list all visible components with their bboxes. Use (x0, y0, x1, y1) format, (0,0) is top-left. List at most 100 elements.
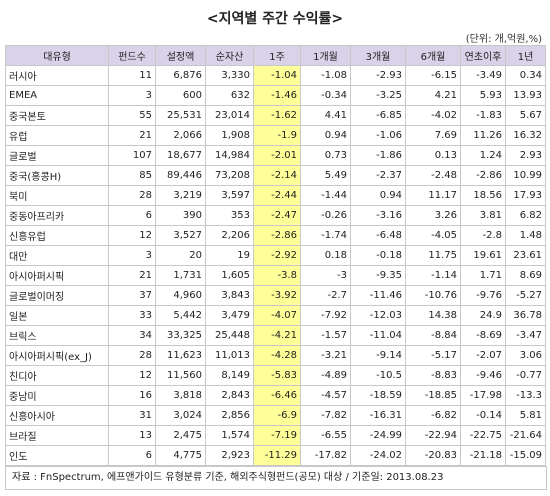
value-cell: 8,149 (205, 365, 254, 386)
value-cell: -2.8 (460, 225, 506, 246)
value-cell: -0.14 (460, 405, 506, 426)
value-cell: 4.21 (405, 85, 461, 106)
value-cell: 12 (108, 225, 156, 246)
value-cell: -4.57 (300, 385, 351, 406)
value-cell: -9.76 (460, 285, 506, 306)
value-cell: 8.69 (505, 265, 546, 286)
value-cell: 353 (205, 205, 254, 226)
region-cell: 중국본토 (5, 105, 109, 126)
value-cell: 23,014 (205, 105, 254, 126)
value-cell: 13 (108, 425, 156, 446)
value-cell: -21.18 (460, 445, 506, 466)
value-cell: 5.81 (505, 405, 546, 426)
header-cell: 1년 (505, 45, 546, 66)
value-cell: 18,677 (155, 145, 206, 166)
value-cell: 11.75 (405, 245, 461, 266)
region-cell: 대만 (5, 245, 109, 266)
value-cell: 1.71 (460, 265, 506, 286)
region-cell: 중국(홍콩H) (5, 165, 109, 186)
value-cell: 10.99 (505, 165, 546, 186)
region-cell: 중남미 (5, 385, 109, 406)
value-cell: -7.92 (300, 305, 351, 326)
value-cell: 6 (108, 445, 156, 466)
value-cell: -1.86 (350, 145, 406, 166)
value-cell: 37 (108, 285, 156, 306)
value-cell: 3 (108, 85, 156, 106)
value-cell: 73,208 (205, 165, 254, 186)
value-cell: 6,876 (155, 65, 206, 86)
value-cell: -6.46 (253, 385, 301, 406)
value-cell: 11.17 (405, 185, 461, 206)
header-cell: 펀드수 (108, 45, 156, 66)
value-cell: 2,843 (205, 385, 254, 406)
value-cell: 6 (108, 205, 156, 226)
value-cell: -2.7 (300, 285, 351, 306)
value-cell: 2,856 (205, 405, 254, 426)
value-cell: -16.31 (350, 405, 406, 426)
value-cell: -2.86 (460, 165, 506, 186)
value-cell: -3.47 (505, 325, 546, 346)
header-cell: 6개월 (405, 45, 461, 66)
header-cell: 1개월 (300, 45, 351, 66)
value-cell: 33,325 (155, 325, 206, 346)
value-cell: -2.14 (253, 165, 301, 186)
region-cell: 북미 (5, 185, 109, 206)
unit-note: (단위: 개,억원,%) (465, 34, 542, 45)
value-cell: -1.46 (253, 85, 301, 106)
value-cell: 2.93 (505, 145, 546, 166)
region-cell: 일본 (5, 305, 109, 326)
region-cell: 브라질 (5, 425, 109, 446)
value-cell: -4.05 (405, 225, 461, 246)
value-cell: -3.21 (300, 345, 351, 366)
value-cell: 5,442 (155, 305, 206, 326)
value-cell: -20.83 (405, 445, 461, 466)
table-row: 신흥유럽 12 3,527 2,206 -2.86 -1.74 -6.48 -4.05 -2.8… (5, 225, 546, 246)
value-cell: 11,013 (205, 345, 254, 366)
table-row: 북미 28 3,219 3,597 -2.44 -1.44 0.94 11.17 18.56 17… (5, 185, 546, 206)
value-cell: -2.47 (253, 205, 301, 226)
value-cell: 0.94 (300, 125, 351, 146)
header-cell: 설정액 (155, 45, 206, 66)
header-cell: 순자산 (205, 45, 254, 66)
value-cell: 3,843 (205, 285, 254, 306)
value-cell: -24.02 (350, 445, 406, 466)
value-cell: 3,479 (205, 305, 254, 326)
value-cell: 1,731 (155, 265, 206, 286)
table-row: 신흥아시아 31 3,024 2,856 -6.9 -7.82 -16.31 -6.82 -0.… (5, 405, 546, 426)
value-cell: -9.35 (350, 265, 406, 286)
region-cell: 아시아퍼시픽(ex_J) (5, 345, 109, 366)
value-cell: 0.34 (505, 65, 546, 86)
region-cell: 신흥아시아 (5, 405, 109, 426)
title: <지역별 주간 수익률> (206, 11, 344, 27)
region-cell: 친디아 (5, 365, 109, 386)
value-cell: 2,923 (205, 445, 254, 466)
value-cell: 0.73 (300, 145, 351, 166)
header-cell: 연초이후 (460, 45, 506, 66)
value-cell: 12 (108, 365, 156, 386)
value-cell: -1.04 (253, 65, 301, 86)
value-cell: 3.81 (460, 205, 506, 226)
value-cell: -3.49 (460, 65, 506, 86)
value-cell: 3 (108, 245, 156, 266)
value-cell: -8.84 (405, 325, 461, 346)
value-cell: 21 (108, 265, 156, 286)
value-cell: -12.03 (350, 305, 406, 326)
value-cell: -17.98 (460, 385, 506, 406)
value-cell: -5.27 (505, 285, 546, 306)
region-cell: 글로벌이머징 (5, 285, 109, 306)
value-cell: -18.85 (405, 385, 461, 406)
value-cell: -5.17 (405, 345, 461, 366)
value-cell: -4.89 (300, 365, 351, 386)
value-cell: -9.46 (460, 365, 506, 386)
table-body: 러시아 11 6,876 3,330 -1.04 -1.08 -2.93 -6.15 -3.49… (5, 65, 546, 466)
value-cell: 23.61 (505, 245, 546, 266)
value-cell: -7.19 (253, 425, 301, 446)
value-cell: 14,984 (205, 145, 254, 166)
value-cell: -6.55 (300, 425, 351, 446)
value-cell: -2.37 (350, 165, 406, 186)
value-cell: 11,560 (155, 365, 206, 386)
value-cell: 4,960 (155, 285, 206, 306)
value-cell: 16.32 (505, 125, 546, 146)
table-row: 중국(홍콩H) 85 89,446 73,208 -2.14 5.49 -2.37 -2.48… (5, 165, 546, 186)
